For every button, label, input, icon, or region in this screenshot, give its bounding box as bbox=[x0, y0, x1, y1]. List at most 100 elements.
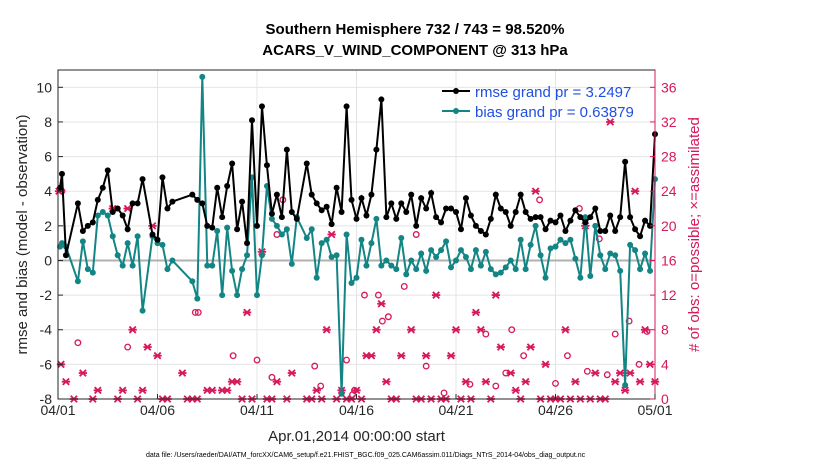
assimilated-obs-marker bbox=[208, 386, 217, 395]
y2-tick-label: 36 bbox=[661, 79, 677, 95]
rmse-point bbox=[134, 200, 141, 207]
bias-point bbox=[462, 254, 469, 261]
bias-point bbox=[433, 254, 440, 261]
bias-point bbox=[428, 247, 435, 254]
assimilated-obs-marker bbox=[312, 386, 321, 395]
rmse-point bbox=[293, 215, 300, 222]
rmse-point bbox=[323, 203, 330, 210]
rmse-point bbox=[552, 219, 559, 226]
rmse-point bbox=[333, 184, 340, 191]
rmse-point bbox=[139, 176, 146, 183]
assimilated-obs-marker bbox=[287, 369, 296, 377]
rmse-point bbox=[189, 191, 196, 198]
possible-obs-marker bbox=[635, 360, 643, 368]
y2-tick-label: 28 bbox=[661, 149, 677, 165]
assimilated-obs-marker bbox=[616, 369, 625, 377]
possible-obs-marker bbox=[124, 343, 132, 351]
rmse-point bbox=[642, 217, 649, 224]
bias-point bbox=[363, 262, 370, 269]
assimilated-obs-marker bbox=[242, 308, 252, 317]
y-tick-label: -2 bbox=[40, 287, 53, 303]
bias-point bbox=[572, 255, 579, 262]
rmse-point bbox=[338, 208, 345, 215]
assimilated-obs-marker bbox=[407, 325, 416, 334]
rmse-point bbox=[249, 117, 256, 124]
bias-point bbox=[99, 208, 106, 215]
bias-point bbox=[537, 252, 544, 259]
bias-point bbox=[612, 252, 619, 259]
assimilated-obs-marker bbox=[451, 325, 461, 334]
rmse-point bbox=[567, 217, 574, 224]
assimilated-obs-marker bbox=[611, 377, 620, 386]
bias-point bbox=[453, 257, 459, 264]
rmse-point bbox=[318, 207, 325, 214]
rmse-point bbox=[592, 205, 599, 212]
bias-point bbox=[104, 212, 111, 219]
possible-obs-marker bbox=[625, 317, 633, 325]
assimilated-obs-marker bbox=[511, 386, 520, 395]
bias-point bbox=[328, 254, 335, 261]
bias-point bbox=[497, 269, 504, 276]
bias-point bbox=[482, 248, 489, 255]
rmse-point bbox=[497, 205, 504, 212]
bias-point bbox=[343, 231, 350, 238]
rmse-point bbox=[109, 208, 116, 215]
bias-point bbox=[109, 233, 116, 240]
possible-obs-marker bbox=[412, 231, 420, 238]
assimilated-obs-marker bbox=[123, 204, 132, 213]
possible-obs-marker bbox=[74, 339, 82, 347]
bias-point bbox=[637, 266, 644, 273]
bias-point bbox=[388, 262, 395, 269]
rmse-point bbox=[313, 200, 320, 207]
rmse-point bbox=[328, 221, 335, 228]
rmse-point bbox=[413, 222, 420, 229]
assimilated-obs-marker bbox=[128, 325, 137, 334]
rmse-point bbox=[462, 195, 469, 202]
rmse-point bbox=[383, 214, 390, 221]
bias-point bbox=[408, 257, 415, 264]
rmse-point bbox=[273, 191, 280, 198]
bias-point bbox=[418, 250, 425, 257]
rmse-point bbox=[114, 205, 121, 212]
bias-point bbox=[124, 240, 131, 247]
bias-point bbox=[209, 262, 216, 269]
rmse-point bbox=[597, 228, 604, 235]
y2-tick-label: 8 bbox=[661, 322, 669, 338]
rmse-point bbox=[438, 219, 445, 226]
assimilated-obs-marker bbox=[461, 377, 471, 386]
possible-obs-marker bbox=[194, 308, 202, 316]
possible-obs-marker bbox=[343, 356, 350, 364]
rmse-point bbox=[154, 236, 161, 243]
bias-point bbox=[487, 266, 494, 273]
bias-point bbox=[423, 267, 430, 274]
bias-point bbox=[512, 266, 519, 273]
bias-point bbox=[273, 222, 280, 229]
assimilated-obs-marker bbox=[377, 299, 386, 308]
possible-obs-marker bbox=[384, 313, 392, 321]
rmse-point bbox=[482, 231, 489, 238]
bias-point bbox=[477, 262, 484, 269]
rmse-point bbox=[637, 233, 644, 240]
possible-obs-marker bbox=[492, 382, 500, 390]
y-axis-label: rmse and bias (model - observation) bbox=[14, 114, 31, 354]
rmse-point bbox=[363, 212, 370, 219]
rmse-point bbox=[263, 162, 270, 169]
assimilated-obs-marker bbox=[630, 187, 640, 196]
legend-bias-label: bias grand pr = 0.63879 bbox=[475, 104, 634, 121]
rmse-point bbox=[224, 183, 231, 190]
assimilated-obs-marker bbox=[153, 351, 162, 360]
bias-point bbox=[622, 382, 629, 389]
bias-point bbox=[413, 266, 420, 273]
bias-point bbox=[582, 214, 589, 221]
assimilated-obs-marker bbox=[78, 369, 88, 377]
rmse-point bbox=[119, 212, 126, 219]
rmse-point bbox=[408, 191, 415, 198]
rmse-point bbox=[199, 200, 206, 207]
bias-point bbox=[607, 250, 614, 257]
bias-point bbox=[627, 241, 634, 248]
rmse-point bbox=[457, 226, 464, 233]
assimilated-obs-marker bbox=[521, 377, 530, 386]
rmse-point bbox=[467, 212, 474, 219]
bias-point bbox=[567, 236, 574, 243]
bias-point bbox=[199, 73, 206, 80]
